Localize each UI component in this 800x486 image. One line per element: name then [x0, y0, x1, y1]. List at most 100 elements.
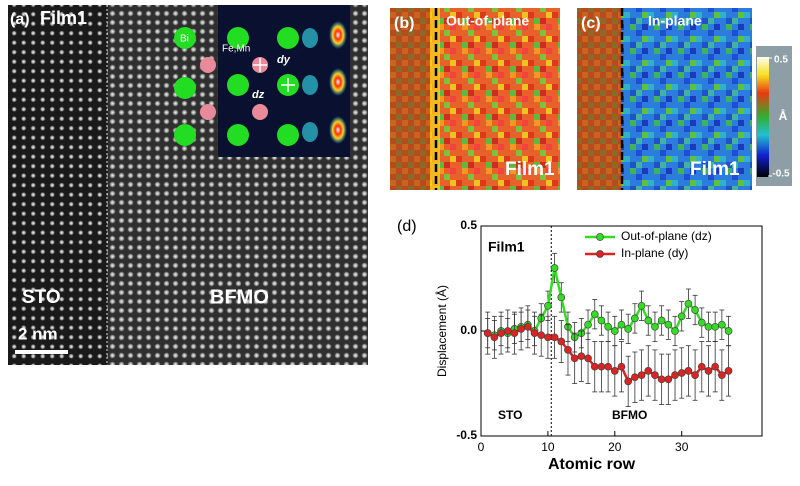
data-point [604, 362, 612, 371]
data-point [597, 316, 606, 325]
data-point [610, 367, 619, 375]
x-tick-label: 20 [608, 440, 622, 454]
data-point [651, 322, 659, 331]
data-point [523, 322, 532, 331]
data-point [503, 327, 512, 335]
region-label: BFMO [210, 286, 269, 308]
region-label: STO [22, 287, 61, 308]
region-label: BFMO [612, 408, 647, 422]
data-point [537, 331, 546, 340]
chart-d: 0.5 0.0 -0.50 10 20 30 (d) Film1 STO BFMO Atomic r… [397, 218, 763, 473]
data-point [483, 329, 492, 337]
data-point [724, 367, 733, 375]
data-point [704, 322, 713, 331]
heatmap [390, 8, 430, 190]
data-point [697, 362, 706, 371]
legend-marker [596, 233, 604, 241]
data-point [677, 312, 686, 321]
data-point [517, 325, 525, 333]
data-point [570, 354, 579, 363]
panel-title: Out-of-plane [446, 13, 529, 29]
data-point [624, 377, 633, 386]
legend-label: Out-of-plane (dz) [621, 229, 712, 243]
colorbar-unit: Å [779, 108, 788, 123]
data-point [691, 371, 699, 379]
data-point [544, 301, 552, 310]
colorbar: Å 0.5 -0.5 [756, 46, 792, 186]
bi-atoms [174, 27, 299, 146]
y-axis-label: Displacement (Å) [434, 285, 449, 377]
data-point [577, 352, 586, 361]
region-label: STO [498, 408, 522, 422]
colorbar-scale [757, 57, 769, 177]
data-point [651, 371, 659, 379]
atom-label: Bi [180, 34, 189, 45]
data-point [584, 320, 592, 329]
data-point [711, 362, 720, 371]
data-point [530, 329, 539, 337]
film-label: Film1 [505, 159, 555, 180]
data-point [590, 310, 599, 319]
film-label: Film1 [488, 239, 525, 255]
data-point [604, 322, 612, 331]
x-tick-label: 30 [675, 440, 689, 454]
colorbar-tick-label: 0.5 [774, 55, 788, 66]
dy-label: dy [277, 54, 291, 66]
y-tick-label: 0.5 [460, 218, 477, 232]
data-point [564, 346, 572, 354]
data-point [664, 320, 673, 329]
data-point [677, 369, 686, 377]
data-point [597, 362, 606, 371]
data-point [590, 362, 599, 371]
data-point [510, 329, 519, 337]
data-point [617, 320, 626, 329]
data-point [610, 327, 619, 335]
data-point [711, 322, 720, 331]
data-point [671, 371, 679, 379]
data-point [691, 306, 699, 314]
data-point [724, 327, 733, 335]
femn-atoms [200, 57, 268, 120]
panel-label: (d) [397, 218, 417, 235]
data-point [644, 316, 653, 325]
data-point [631, 314, 639, 323]
panel-title: In-plane [648, 13, 702, 29]
scale-label: 2 nm [18, 324, 58, 343]
data-point [637, 301, 646, 310]
panel-b: (b) Out-of-plane Film1 [390, 8, 560, 190]
legend-marker [596, 250, 604, 258]
data-point [550, 333, 559, 342]
inset-blobs [302, 28, 318, 142]
data-point [490, 333, 499, 342]
hot-spots [329, 21, 347, 144]
data-point [617, 362, 626, 371]
panel-label: (a) [10, 11, 30, 28]
data-point [684, 299, 693, 308]
x-tick-label: 0 [478, 440, 485, 454]
data-point [631, 373, 639, 382]
panel-a: (a) Film1 Bi Fe,Mn dy dz STO BFMO 2 nm [8, 5, 368, 365]
data-point [544, 333, 552, 342]
atom-label: Fe,Mn [222, 44, 250, 55]
panel-label: (b) [394, 15, 414, 32]
data-point [550, 264, 559, 272]
data-point [557, 337, 566, 346]
y-tick-label: -0.5 [456, 428, 477, 442]
y-tick-label: 0.0 [460, 323, 477, 337]
data-point [684, 367, 693, 375]
film-label: Film1 [690, 159, 740, 180]
data-point [704, 367, 713, 375]
data-point [671, 327, 679, 335]
legend-label: In-plane (dy) [621, 246, 688, 260]
dz-label: dz [252, 89, 265, 101]
data-point [664, 375, 673, 384]
data-point [697, 318, 706, 327]
crosshair [253, 58, 295, 92]
x-axis-label: Atomic row [548, 456, 636, 473]
data-point [657, 316, 666, 325]
data-point [584, 354, 592, 363]
colorbar-tick-label: -0.5 [772, 169, 790, 180]
data-point [644, 367, 653, 375]
sto-image [8, 5, 108, 365]
